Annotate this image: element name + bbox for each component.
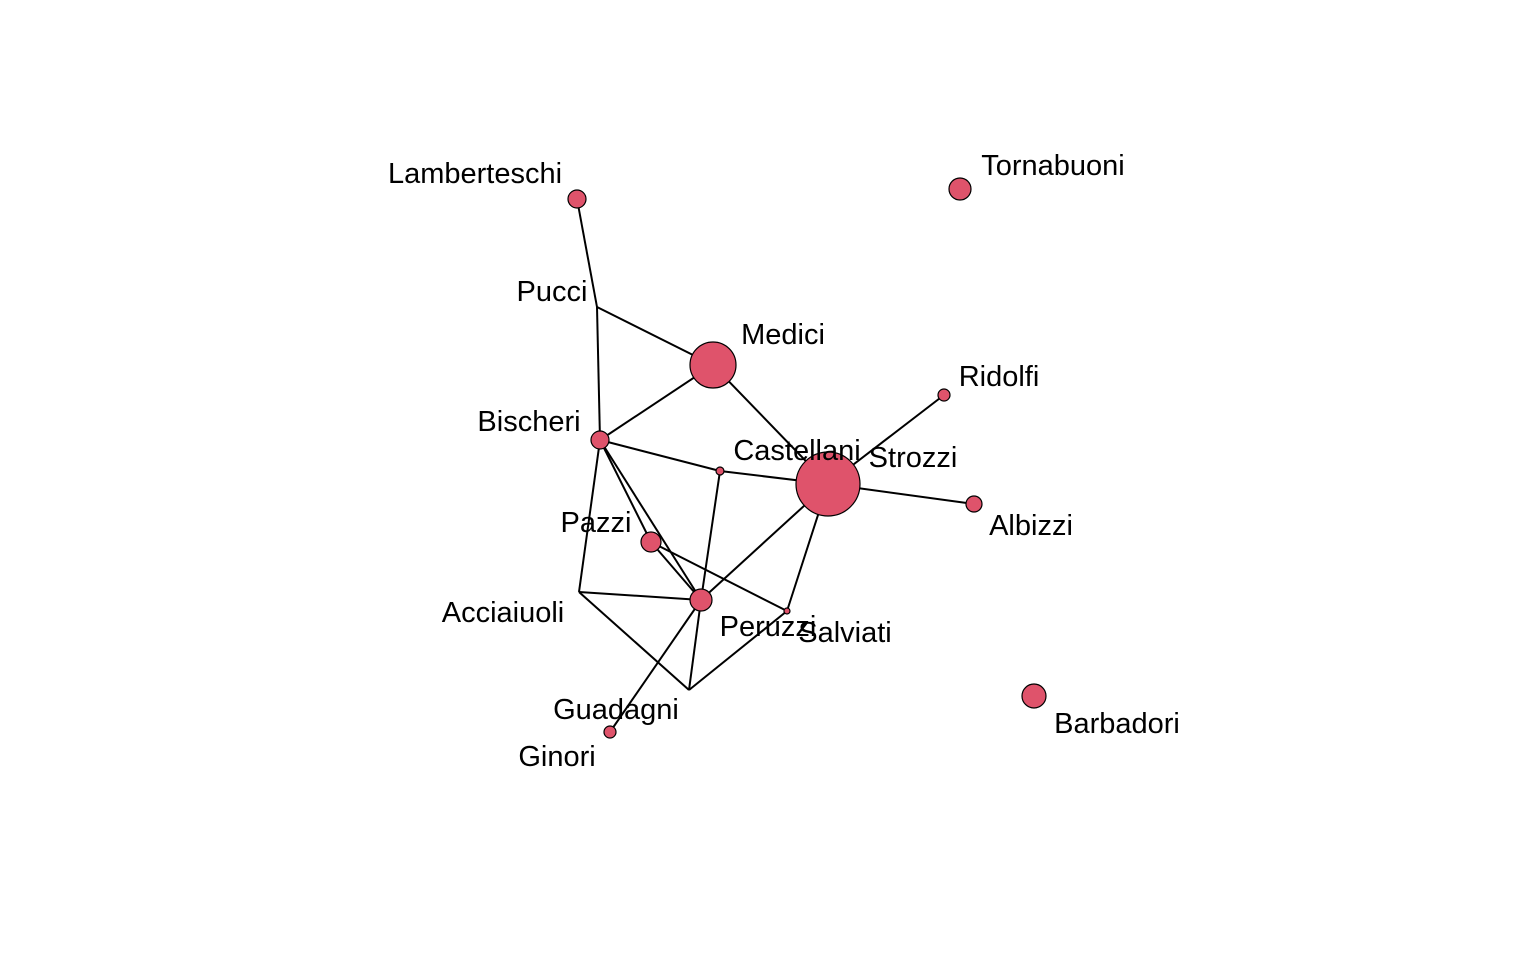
node-label-medici: Medici [741, 319, 825, 351]
node-label-guadagni: Guadagni [553, 694, 679, 726]
node-label-ginori: Ginori [518, 741, 595, 773]
label-layer: Lamberteschi Tornabuoni Pucci Medici Ridolfi… [388, 150, 1180, 773]
node-label-salviati: Salviati [798, 617, 892, 649]
node-medici[interactable] [689, 341, 737, 389]
edge-pazzi-salviati [650, 541, 788, 612]
edge-peruzzi-guadagni [688, 599, 702, 691]
node-barbadori[interactable] [1021, 683, 1047, 709]
edge-bischeri-peruzzi [599, 439, 702, 601]
node-label-strozzi: Strozzi [869, 442, 958, 474]
node-tornabuoni[interactable] [948, 177, 972, 201]
node-label-peruzzi: Peruzzi [720, 611, 817, 643]
node-castellani[interactable] [715, 466, 725, 476]
node-label-acciaiuoli: Acciaiuoli [442, 597, 565, 629]
node-strozzi[interactable] [795, 451, 861, 517]
node-label-tornabuoni: Tornabuoni [981, 150, 1125, 182]
node-label-ridolfi: Ridolfi [959, 361, 1040, 393]
edge-acciaiuoli-peruzzi [578, 591, 702, 601]
node-lamberteschi[interactable] [567, 189, 587, 209]
edge-peruzzi-ginori [609, 599, 702, 733]
node-peruzzi[interactable] [689, 588, 713, 612]
node-label-castellani: Castellani [733, 435, 860, 467]
node-bischeri[interactable] [590, 430, 610, 450]
node-ridolfi[interactable] [937, 388, 951, 402]
edge-castellani-peruzzi [700, 470, 721, 601]
edge-pazzi-peruzzi [650, 541, 702, 601]
edge-lamberteschi-pucci [576, 198, 598, 308]
node-label-albizzi: Albizzi [989, 510, 1073, 542]
edge-bischeri-acciaiuoli [578, 439, 601, 593]
edge-acciaiuoli-guadagni [578, 591, 690, 691]
edge-bischeri-pazzi [599, 439, 652, 543]
node-pazzi[interactable] [640, 531, 662, 553]
node-label-pazzi: Pazzi [561, 507, 632, 539]
edge-pucci-bischeri [596, 306, 601, 441]
node-layer [567, 177, 1047, 739]
node-label-barbadori: Barbadori [1054, 708, 1180, 740]
edge-guadagni-salviati [688, 610, 788, 691]
node-albizzi[interactable] [965, 495, 983, 513]
node-ginori[interactable] [603, 725, 617, 739]
node-salviati[interactable] [783, 607, 791, 615]
node-label-bischeri: Bischeri [477, 406, 580, 438]
node-label-pucci: Pucci [517, 276, 588, 308]
node-label-lamberteschi: Lamberteschi [388, 158, 562, 190]
edge-bischeri-castellani [599, 439, 721, 472]
